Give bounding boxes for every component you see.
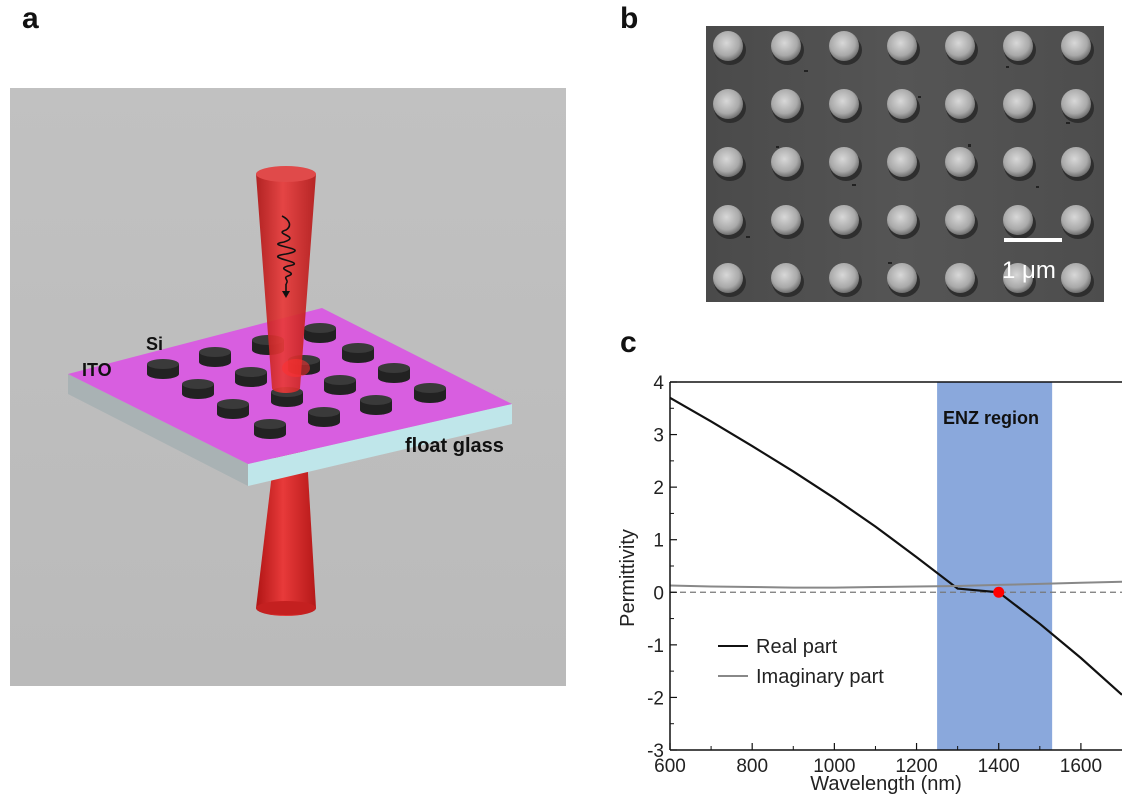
sem-pillar xyxy=(713,31,743,61)
y-tick-label: -1 xyxy=(647,636,664,657)
y-tick-label: 1 xyxy=(653,531,664,552)
series-imaginary-line xyxy=(669,580,1122,589)
sem-pillar xyxy=(1061,147,1091,177)
pulse-arrow-head xyxy=(282,291,290,298)
sem-pillar xyxy=(1003,89,1033,119)
sem-pillar xyxy=(771,263,801,293)
beam-lower xyxy=(256,440,316,616)
x-tick-label: 1400 xyxy=(978,756,1020,777)
si-pillar xyxy=(199,347,231,367)
sem-pillar xyxy=(887,147,917,177)
si-pillar xyxy=(414,383,446,403)
beam-upper-end xyxy=(256,166,316,182)
y-tick-label: -2 xyxy=(647,688,664,709)
x-tick-label: 1600 xyxy=(1060,756,1102,777)
sem-pillar xyxy=(771,205,801,235)
sem-pillar xyxy=(771,147,801,177)
sem-pillar xyxy=(1003,147,1033,177)
sem-pillar xyxy=(713,89,743,119)
zero-crossing-marker xyxy=(993,586,1005,598)
sem-pillar xyxy=(1003,31,1033,61)
glass-side-front xyxy=(68,374,248,486)
x-tick-label: 800 xyxy=(736,756,768,777)
sem-pillar xyxy=(1061,263,1091,293)
sem-pillar xyxy=(771,31,801,61)
sem-pillar xyxy=(945,89,975,119)
sem-pillar xyxy=(771,89,801,119)
sem-pillar xyxy=(1003,263,1033,293)
y-tick-label: -3 xyxy=(647,741,664,762)
label-si: Si xyxy=(146,334,163,354)
sem-pillar-grid xyxy=(713,31,1094,297)
sem-pillar xyxy=(945,31,975,61)
sem-pillar xyxy=(945,205,975,235)
sem-pillar xyxy=(713,147,743,177)
sem-pillar xyxy=(1003,205,1033,235)
sem-pillar xyxy=(829,89,859,119)
si-pillar xyxy=(254,419,286,439)
sem-pillar xyxy=(829,263,859,293)
panel-letter-b: b xyxy=(620,2,639,35)
legend: Real part Imaginary part xyxy=(718,636,884,688)
si-pillar xyxy=(308,407,340,427)
y-tick-label: 0 xyxy=(653,583,664,604)
sem-image: 1 μm xyxy=(706,26,1104,302)
sem-pillar xyxy=(1061,205,1091,235)
label-float-glass: float glass xyxy=(405,435,504,457)
legend-label-imaginary: Imaginary part xyxy=(756,666,884,688)
sem-pillar xyxy=(713,205,743,235)
si-pillar xyxy=(182,379,214,399)
sem-pillar xyxy=(887,31,917,61)
glass-side-right xyxy=(248,404,512,486)
beam-lower-end xyxy=(256,601,316,615)
scale-bar-label: 1 μm xyxy=(1002,257,1056,284)
legend-label-real: Real part xyxy=(756,636,838,658)
sem-pillar xyxy=(945,263,975,293)
pulse-waveform xyxy=(277,215,296,285)
region-label: ENZ region xyxy=(943,408,1039,428)
schematic-panel: Si ITO float glass xyxy=(10,88,566,686)
si-pillar xyxy=(378,363,410,383)
si-pillar xyxy=(217,399,249,419)
sem-debris xyxy=(746,66,1070,264)
sem-pillar xyxy=(887,263,917,293)
sem-pillar xyxy=(829,31,859,61)
x-tick-label: 1000 xyxy=(813,756,855,777)
si-pillar xyxy=(324,375,356,395)
sem-pillar xyxy=(1061,89,1091,119)
beam-focus-spot xyxy=(282,359,310,377)
sem-pillar xyxy=(887,205,917,235)
x-axis-label: Wavelength (nm) xyxy=(810,773,962,795)
enz-region-band xyxy=(937,382,1053,750)
si-pillar xyxy=(360,395,392,415)
y-tick-label: 4 xyxy=(653,373,664,394)
y-tick-label: 2 xyxy=(653,478,664,499)
sem-pillar xyxy=(945,147,975,177)
sem-pillar xyxy=(829,205,859,235)
sem-pillar xyxy=(713,263,743,293)
sem-pillar xyxy=(1061,31,1091,61)
sem-pillar xyxy=(887,89,917,119)
label-ito: ITO xyxy=(82,360,112,380)
panel-letter-c: c xyxy=(620,326,637,359)
x-tick-label: 600 xyxy=(654,756,686,777)
series-real-line xyxy=(669,396,1122,696)
si-pillar xyxy=(235,367,267,387)
panel-letter-a: a xyxy=(22,2,39,35)
si-pillar xyxy=(304,323,336,343)
permittivity-chart: 600 800 1000 1200 1400 1600 4 3 2 1 0 -1 -2 -3 ENZ re… xyxy=(617,373,1122,795)
y-axis-label: Permittivity xyxy=(617,529,639,627)
sem-pillar xyxy=(829,147,859,177)
x-tick-label: 1200 xyxy=(895,756,937,777)
y-tick-label: 3 xyxy=(653,426,664,447)
si-pillar xyxy=(342,343,374,363)
si-pillar xyxy=(147,359,179,379)
